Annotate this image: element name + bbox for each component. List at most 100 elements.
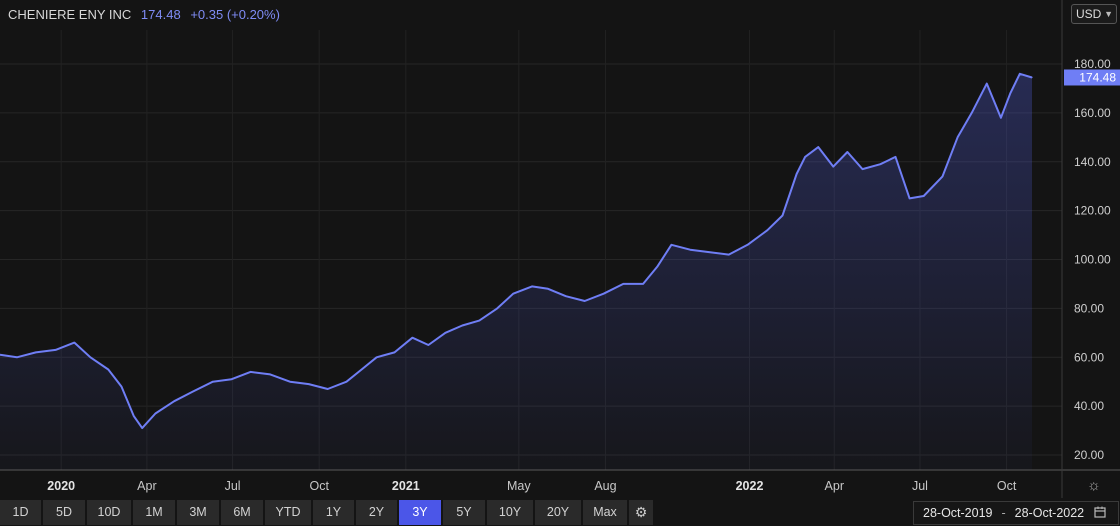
period-button-1d[interactable]: 1D [0, 500, 43, 525]
date-range-picker[interactable]: 28-Oct-2019 - 28-Oct-2022 [913, 501, 1119, 525]
data-point [709, 251, 711, 253]
data-point [622, 283, 624, 285]
x-tick-label: May [507, 479, 531, 493]
data-point [603, 293, 605, 295]
data-point [832, 166, 834, 168]
data-point [133, 415, 135, 417]
data-point [35, 351, 37, 353]
header-change: +0.35 (+0.20%) [190, 7, 280, 22]
data-point [971, 112, 973, 114]
x-tick-label: Oct [997, 479, 1017, 493]
data-point [861, 168, 864, 170]
series-line [0, 72, 1033, 430]
x-tick-label: Aug [594, 479, 616, 493]
x-tick-label: 2021 [392, 479, 420, 493]
data-point [547, 288, 549, 290]
x-tick-label: Apr [825, 479, 844, 493]
data-point [804, 156, 806, 158]
data-point [461, 324, 463, 327]
x-tick-label: 2022 [736, 479, 764, 493]
last-price-label: 174.48 [1079, 70, 1116, 84]
data-point [817, 146, 819, 148]
period-button-10d[interactable]: 10D [87, 500, 133, 525]
data-point [941, 175, 944, 177]
chart-line-layer [0, 72, 1033, 430]
data-point [269, 373, 271, 375]
data-point [512, 293, 514, 295]
data-point [656, 266, 658, 268]
data-point [141, 427, 143, 429]
data-point [231, 378, 233, 380]
gear-icon[interactable]: ⚙ [629, 500, 653, 525]
x-tick-label: Jul [912, 479, 928, 493]
data-point [565, 295, 567, 297]
data-point [728, 254, 730, 256]
range-separator: - [1001, 506, 1006, 520]
period-button-3y[interactable]: 3Y [399, 500, 443, 525]
y-tick-label: 80.00 [1074, 301, 1104, 315]
period-button-5y[interactable]: 5Y [443, 500, 487, 525]
chart-area [0, 73, 1032, 471]
period-button-6m[interactable]: 6M [221, 500, 265, 525]
period-button-ytd[interactable]: YTD [265, 500, 313, 525]
data-point [16, 356, 18, 358]
data-point [1019, 73, 1021, 75]
period-button-20y[interactable]: 20Y [535, 500, 583, 525]
period-button-10y[interactable]: 10Y [487, 500, 535, 525]
data-point [120, 386, 123, 388]
data-point [0, 354, 1, 356]
data-point [361, 368, 363, 371]
data-point [345, 381, 348, 383]
data-point [249, 371, 252, 373]
data-point [212, 381, 214, 383]
data-point [192, 390, 194, 393]
data-point [427, 344, 429, 346]
header-price: 174.48 [140, 7, 181, 22]
data-point [73, 342, 75, 344]
data-point [496, 307, 498, 309]
data-point [894, 156, 897, 158]
data-point [444, 332, 446, 334]
period-button-3m[interactable]: 3M [177, 500, 221, 525]
data-point [308, 383, 310, 385]
currency-label: USD [1076, 7, 1102, 21]
data-point [1009, 92, 1011, 94]
data-point [909, 197, 911, 199]
data-point [173, 400, 175, 402]
calendar-icon[interactable] [1094, 506, 1106, 521]
data-point [670, 244, 673, 246]
company-name: CHENIERE ENY INC [8, 7, 132, 22]
period-button-1y[interactable]: 1Y [313, 500, 356, 525]
period-button-max[interactable]: Max [583, 500, 629, 525]
data-point [642, 283, 644, 285]
x-tick-label: Jul [225, 479, 241, 493]
chart-header: CHENIERE ENY INC 174.48 +0.35 (+0.20%) [8, 7, 280, 22]
data-point [411, 337, 413, 339]
theme-toggle-icon[interactable]: ☼ [1087, 477, 1101, 494]
x-tick-label: 2020 [47, 479, 75, 493]
currency-select[interactable]: USD ▼ [1071, 4, 1117, 24]
data-point [289, 381, 291, 383]
data-point [846, 151, 849, 153]
data-point [478, 320, 480, 322]
y-tick-label: 20.00 [1074, 448, 1104, 462]
range-start-date[interactable]: 28-Oct-2019 [923, 506, 993, 520]
period-button-5d[interactable]: 5D [43, 500, 87, 525]
range-end-date[interactable]: 28-Oct-2022 [1014, 506, 1085, 520]
x-tick-label: Oct [309, 479, 329, 493]
period-toolbar: 1D 5D 10D 1M 3M 6M YTD 1Y 2Y 3Y 5Y 10Y 20Y Max ⚙ [0, 500, 653, 526]
data-point [154, 412, 156, 415]
chart-axes: 20.00 40.00 60.00 80.00 100.00 120.00 140.00 16… [0, 0, 1120, 498]
x-tick-label: Apr [137, 479, 156, 493]
period-button-1m[interactable]: 1M [133, 500, 177, 525]
period-button-2y[interactable]: 2Y [356, 500, 399, 525]
data-point [923, 195, 925, 197]
data-point [957, 136, 959, 138]
series-area [0, 73, 1032, 471]
data-point [1000, 117, 1002, 119]
data-point [1031, 76, 1033, 79]
data-point [327, 388, 329, 390]
data-point [393, 351, 396, 353]
data-point [689, 249, 691, 251]
